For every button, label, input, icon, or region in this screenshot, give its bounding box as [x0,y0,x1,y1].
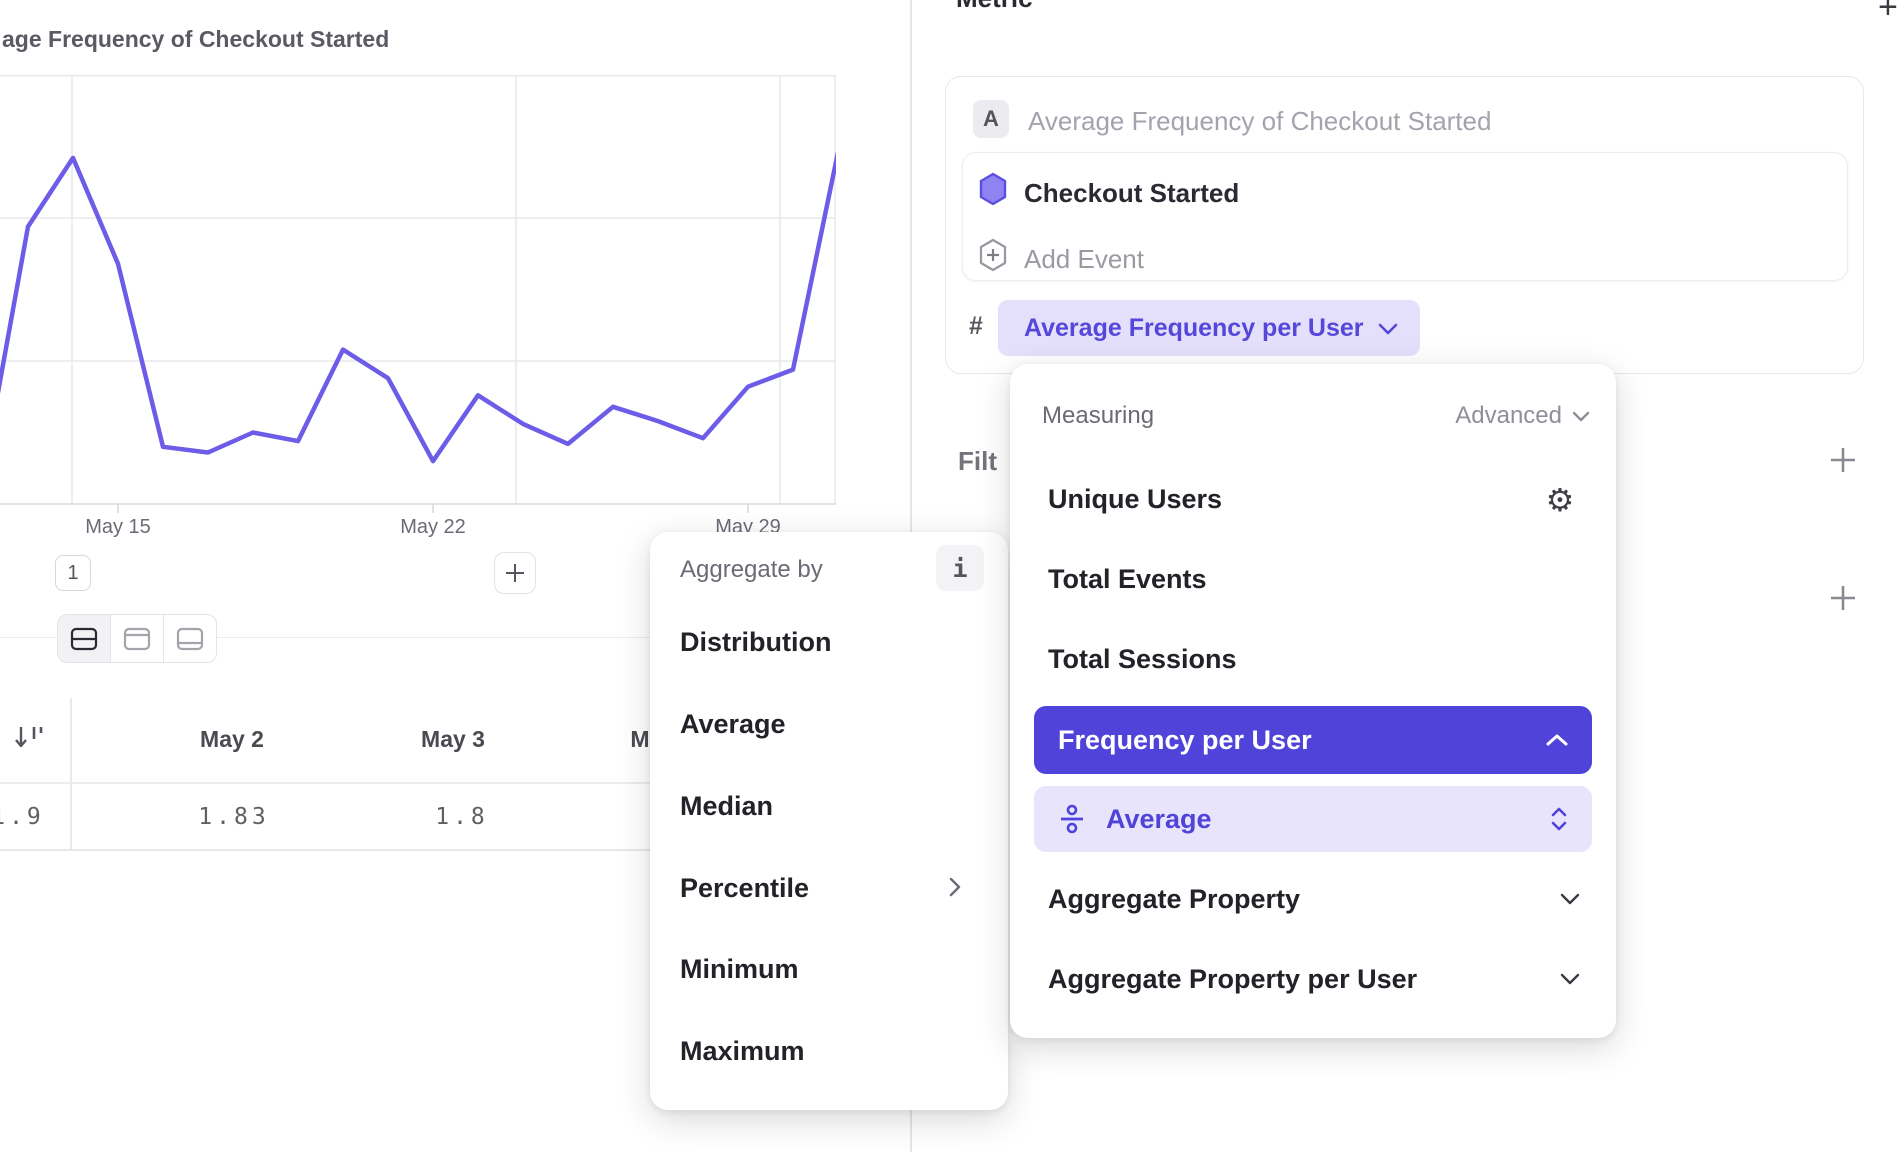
advanced-toggle[interactable]: Advanced [1455,402,1590,430]
table-cell-may2: 1.83 [198,804,270,830]
chevron-down-icon [1378,323,1397,334]
average-sub-label: Average [1106,803,1212,834]
measure-prefix: # [969,312,983,340]
table-header-clipped[interactable]: M [630,726,650,752]
metric-row-badge: A [973,100,1009,138]
add-filter-icon[interactable] [1825,442,1861,478]
add-metric-icon[interactable]: + [1878,0,1898,26]
x-tick-may15: May 15 [85,516,151,538]
table-header-may3[interactable]: May 3 [421,726,485,752]
measure-dropdown-label: Average Frequency per User [1024,313,1364,342]
layout-top-band-button[interactable] [111,615,164,662]
split-top-icon [123,627,151,650]
add-row-icon[interactable] [1825,580,1861,616]
split-middle-icon [70,627,98,650]
layout-toggle-group [57,614,217,663]
page-number-box[interactable]: 1 [55,555,91,591]
split-bottom-icon [176,627,204,650]
menu-item-aggregate-property[interactable]: Aggregate Property [1048,884,1301,914]
x-tick-may22: May 22 [400,516,466,538]
add-event-hexagon-icon [977,237,1009,278]
advanced-label: Advanced [1455,402,1562,429]
chevron-right-icon [949,877,961,897]
frequency-line-svg [0,75,841,513]
metric-section-heading: Metric [956,0,1033,14]
menu-item-total-sessions[interactable]: Total Sessions [1048,644,1237,674]
sort-descending-icon[interactable] [12,722,48,757]
metric-name-input[interactable]: Average Frequency of Checkout Started [1028,106,1492,136]
table-header-may2[interactable]: May 2 [200,726,264,752]
divider-line [0,637,909,638]
measuring-title: Measuring [1042,402,1155,429]
menu-item-unique-users[interactable]: Unique Users [1048,484,1223,514]
menu-item-average-selected[interactable]: Average [1034,786,1592,852]
menu-item-average[interactable]: Average [680,709,786,739]
measure-dropdown-button[interactable]: Average Frequency per User [998,300,1420,356]
filters-heading-clipped: Filt [958,446,997,476]
chevron-up-icon [1546,734,1568,746]
info-icon[interactable]: i [936,545,984,591]
menu-item-aggregate-property-per-user[interactable]: Aggregate Property per User [1048,964,1418,994]
frequency-chart-plot [0,75,841,515]
menu-item-percentile[interactable]: Percentile [680,873,810,903]
table-cell-may3: 1.8 [435,804,489,830]
add-button[interactable] [494,552,536,594]
aggregate-by-title: Aggregate by [680,556,823,583]
aggregate-by-menu: Aggregate by i Distribution Average Medi… [650,532,1008,1110]
menu-item-median[interactable]: Median [680,791,774,821]
menu-item-total-events[interactable]: Total Events [1048,564,1207,594]
menu-item-minimum[interactable]: Minimum [680,954,799,984]
frequency-line [0,149,841,464]
layout-bottom-band-button[interactable] [164,615,216,662]
divide-icon [1061,804,1083,834]
table-row-border [0,849,909,851]
chevron-down-icon [1572,411,1590,422]
event-card [962,152,1848,281]
chevron-up-down-icon [1551,807,1567,831]
table-cell-clipped: 1.9 [0,804,45,830]
event-hexagon-icon [977,171,1009,212]
chevron-down-icon [1560,893,1580,905]
layout-split-horizontal-button[interactable] [58,615,111,662]
menu-item-distribution[interactable]: Distribution [680,627,832,657]
menu-item-maximum[interactable]: Maximum [680,1036,805,1066]
event-name[interactable]: Checkout Started [1024,178,1240,208]
chevron-down-icon [1560,973,1580,985]
gear-icon[interactable]: ⚙ [1545,481,1575,519]
table-column-divider [70,698,72,851]
plus-icon [506,564,524,582]
measuring-menu: Measuring Advanced Unique Users Total Ev… [1010,364,1616,1038]
chart-title: age Frequency of Checkout Started [2,26,390,52]
frequency-per-user-label: Frequency per User [1058,724,1312,755]
table-header-border [0,782,909,784]
menu-item-frequency-per-user-selected[interactable]: Frequency per User [1034,706,1592,774]
add-event-button[interactable]: Add Event [1024,244,1144,274]
